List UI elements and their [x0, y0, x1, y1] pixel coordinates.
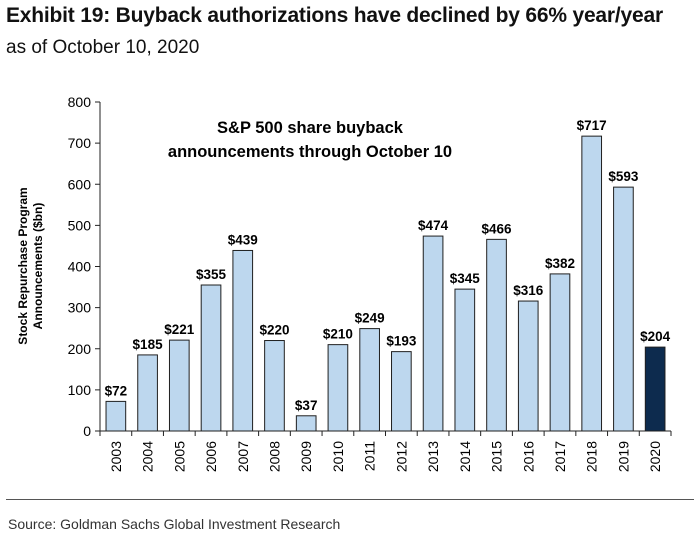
data-label-2009: $37 — [295, 398, 318, 413]
data-label-2012: $193 — [386, 334, 417, 349]
bar-2007 — [232, 249, 254, 432]
chart-axes: 0 100 200 300 400 500 600 700 800 — [68, 94, 672, 439]
data-label-2019: $593 — [608, 169, 639, 184]
data-label-2008: $220 — [259, 323, 289, 338]
exhibit-subtitle: as of October 10, 2020 — [6, 37, 200, 58]
bar-2008 — [264, 340, 285, 432]
buyback-bar-chart: 0 100 200 300 400 500 600 700 800 $72 2003 $185 200… — [16, 94, 672, 472]
data-label-2007: $439 — [228, 232, 258, 247]
y-tick-label: 100 — [68, 382, 92, 398]
y-tick-label: 0 — [83, 423, 91, 439]
data-label-2015: $466 — [482, 221, 513, 236]
bar-2005 — [168, 339, 190, 432]
data-label-2018: $717 — [577, 118, 607, 133]
x-tick-label-2020: 2020 — [647, 441, 663, 472]
bar-2019 — [613, 186, 634, 432]
y-axis-label-line-2: Announcements ($bn) — [31, 203, 45, 330]
y-tick-label: 300 — [68, 300, 92, 316]
bar-2009 — [295, 415, 317, 432]
bar-2013 — [422, 235, 444, 432]
x-tick-label-2004: 2004 — [140, 441, 156, 472]
bar-2010 — [327, 344, 349, 432]
y-tick-label: 400 — [68, 259, 92, 275]
data-label-2011: $249 — [355, 311, 385, 326]
data-label-2010: $210 — [323, 327, 353, 342]
chart-data-labels: $72 2003 $185 2004 $221 2005 $355 2006 $439 2007 $… — [105, 118, 671, 472]
x-tick-label-2012: 2012 — [393, 441, 409, 472]
x-tick-label-2010: 2010 — [330, 441, 346, 472]
chart-bars — [105, 135, 666, 432]
data-label-2004: $185 — [133, 337, 164, 352]
exhibit-title: Exhibit 19: Buyback authorizations have … — [6, 4, 663, 27]
x-tick-label-2013: 2013 — [425, 441, 441, 472]
data-label-2017: $382 — [545, 256, 575, 271]
data-label-2020: $204 — [640, 329, 671, 344]
bar-2020 — [644, 346, 666, 432]
y-tick-label: 700 — [68, 135, 92, 151]
bar-2017 — [549, 273, 571, 432]
x-tick-label-2005: 2005 — [171, 441, 187, 472]
data-label-2003: $72 — [105, 383, 128, 398]
y-axis-label-line-1: Stock Repurchase Program — [16, 187, 30, 344]
bar-2012 — [391, 351, 412, 432]
x-tick-label-2018: 2018 — [584, 441, 600, 472]
x-tick-label-2009: 2009 — [298, 441, 314, 472]
data-label-2016: $316 — [513, 283, 544, 298]
bar-2015 — [486, 238, 507, 432]
bar-2011 — [359, 328, 380, 432]
data-label-2005: $221 — [164, 322, 195, 337]
bottom-divider — [6, 499, 694, 500]
bar-2003 — [105, 400, 127, 432]
x-tick-label-2019: 2019 — [615, 441, 631, 472]
x-tick-label-2011: 2011 — [362, 441, 378, 471]
chart-title-line-1: S&P 500 share buyback — [217, 119, 404, 137]
data-label-2014: $345 — [450, 271, 481, 286]
data-label-2013: $474 — [418, 218, 449, 233]
x-tick-label-2008: 2008 — [266, 441, 282, 472]
x-tick-label-2016: 2016 — [520, 441, 536, 472]
y-tick-label: 200 — [68, 341, 92, 357]
source-note: Source: Goldman Sachs Global Investment … — [8, 516, 341, 532]
x-tick-label-2015: 2015 — [489, 441, 505, 472]
chart-title-line-2: announcements through October 10 — [168, 143, 452, 161]
bar-2004 — [137, 354, 158, 432]
y-tick-label: 600 — [68, 176, 92, 192]
bar-2016 — [517, 300, 539, 432]
bar-2014 — [454, 288, 476, 432]
data-label-2006: $355 — [196, 267, 227, 282]
bar-2018 — [581, 135, 603, 432]
y-tick-label: 800 — [68, 94, 92, 110]
x-tick-label-2006: 2006 — [203, 441, 219, 472]
y-tick-label: 500 — [68, 217, 92, 233]
x-tick-label-2017: 2017 — [552, 441, 568, 472]
x-tick-label-2014: 2014 — [457, 441, 473, 472]
x-tick-label-2003: 2003 — [108, 441, 124, 472]
bar-2006 — [200, 284, 222, 432]
x-tick-label-2007: 2007 — [235, 441, 251, 472]
